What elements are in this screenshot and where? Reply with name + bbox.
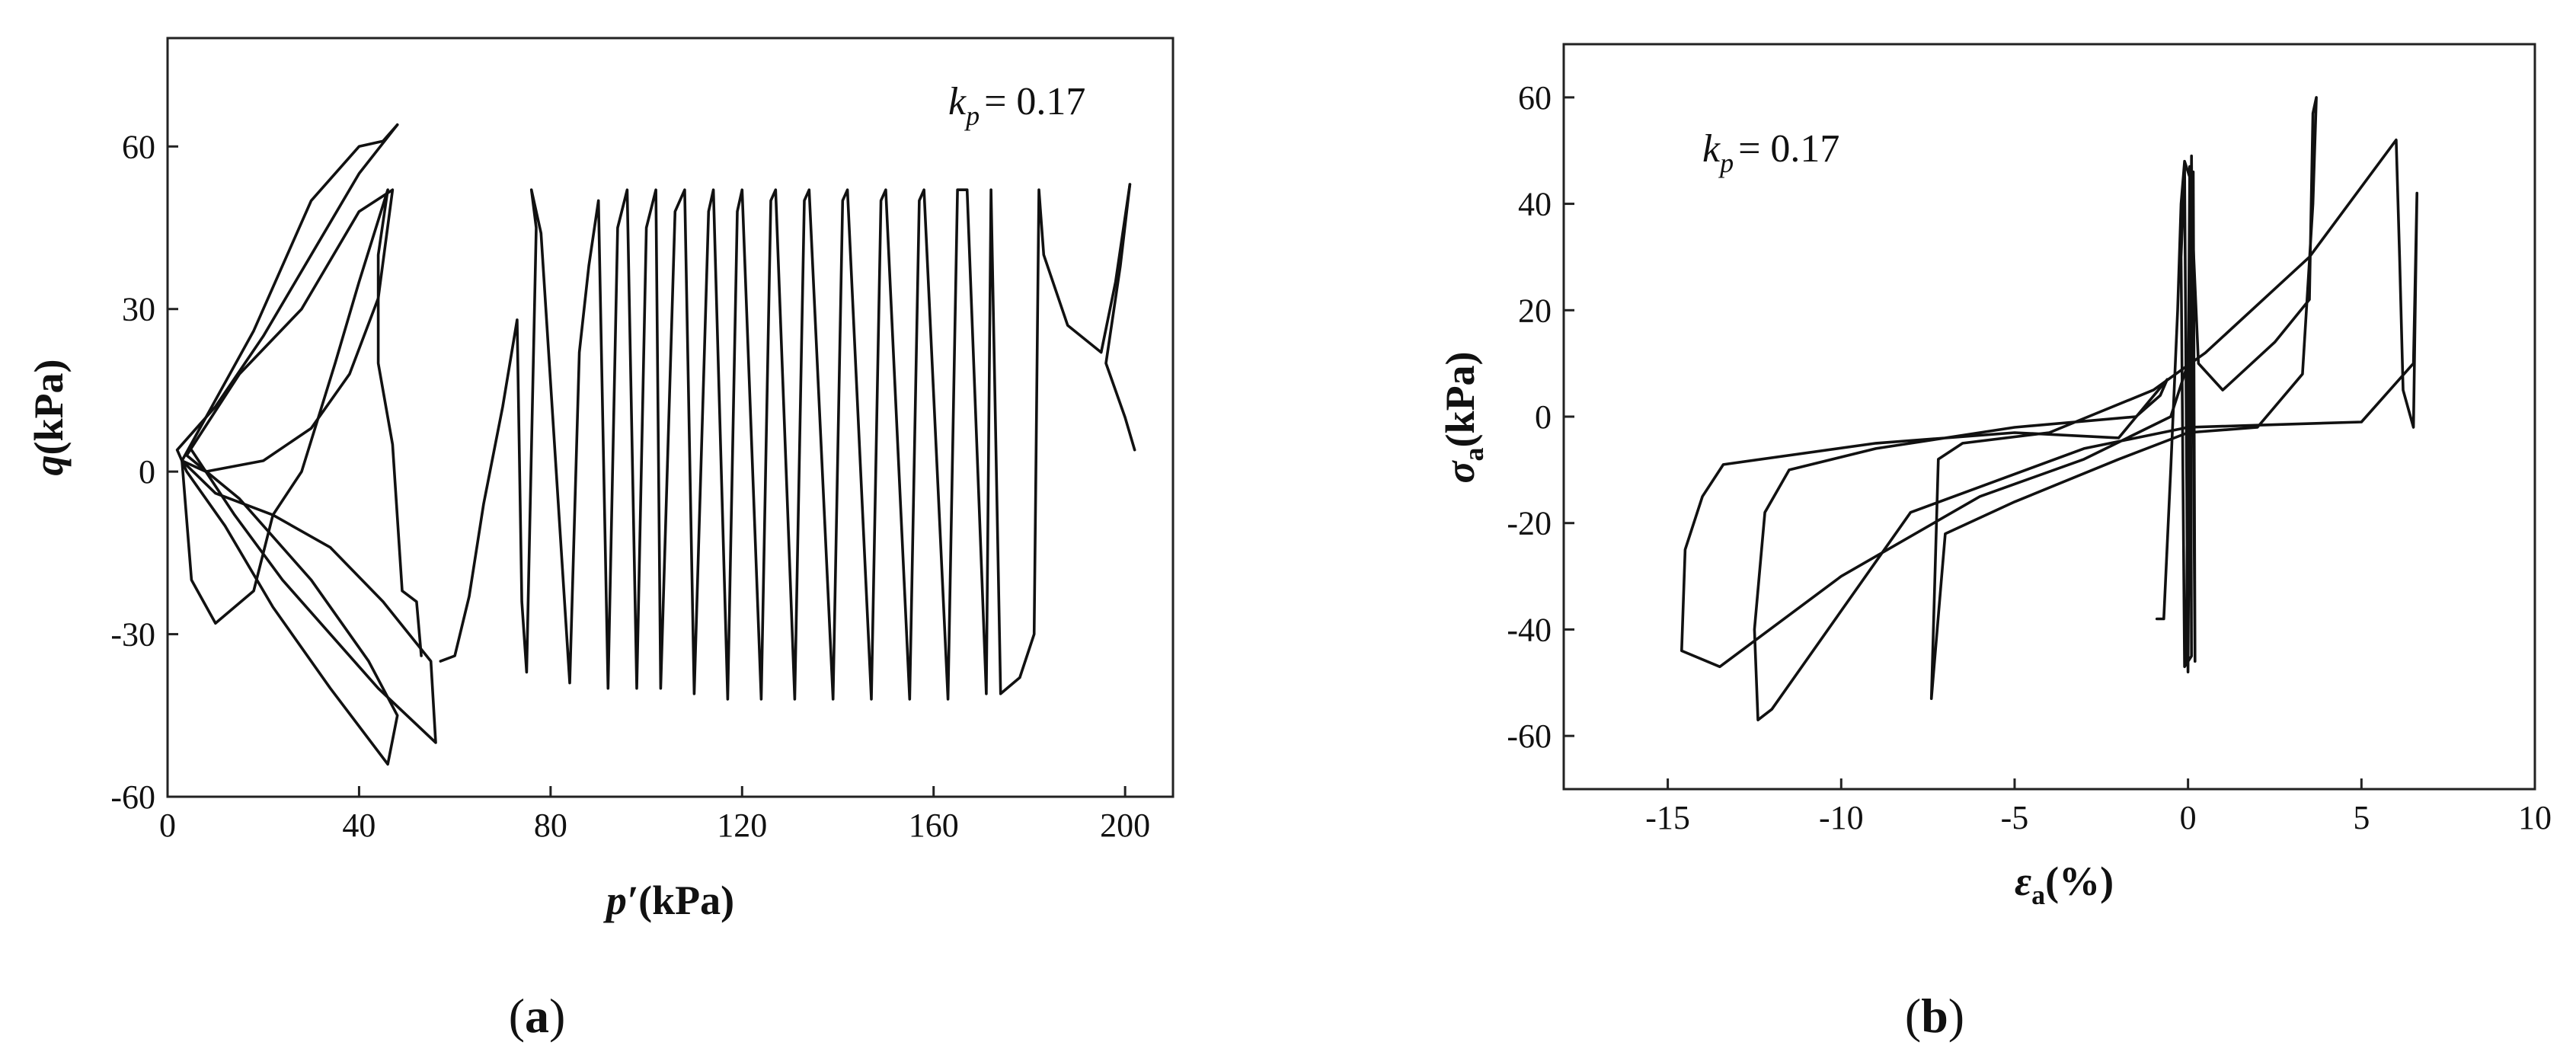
panel-a-series-5-line [181,188,395,473]
panel-a-y-ticks: -60 -30 0 30 60 [110,128,178,816]
panel-a-y-axis-label: q(kPa) [26,360,72,476]
panel-a-plot-frame [166,37,1175,798]
panel-a-x-tick-label: 200 [1100,807,1150,844]
panel-a-series-4-line [175,123,399,766]
panel-b-y-axis-unit: (kPa) [1437,351,1483,447]
panel-b-annotation-symbol: k [1702,127,1721,171]
panel-a-x-tick-label: 0 [159,807,176,844]
panel-a-series-2-line [1104,183,1136,452]
panel-a-series-group [175,123,1136,766]
panel-a-series-3-line [181,123,423,657]
panel-a-y-tick-label: -30 [110,616,155,654]
panel-b-label-letter: b [1921,989,1948,1043]
panel-b-x-axis-label: εa(%) [2015,858,2114,910]
panel-a-label: (a) [509,989,566,1043]
panel-a-annotation: kp = 0.17 [948,80,1085,131]
panel-a-annotation-value: = 0.17 [984,80,1085,123]
panel-b-y-tick-label: -20 [1507,505,1552,542]
panel-b-x-ticks: -15 -10 -5 0 5 10 [1645,778,2552,836]
panel-b-x-tick-label: 0 [2180,799,2197,836]
panel-a-y-axis-symbol: q [26,455,72,475]
panel-b-x-tick-label: -15 [1645,799,1690,836]
panel-a-series-6-line [181,448,437,744]
panel-a-label-letter: a [525,989,549,1043]
panel-b-y-tick-label: 20 [1518,292,1552,329]
panel-b-x-axis-unit: (%) [2045,858,2114,904]
panel-b-y-axis-label: σa(kPa) [1437,351,1489,483]
panel-b-annotation-value: = 0.17 [1738,127,1839,171]
panel-b-annotation-subscript: p [1718,148,1734,178]
panel-b-y-tick-label: 60 [1518,79,1552,117]
panel-b-x-axis-sub: a [2031,880,2045,910]
panel-a-x-tick-label: 160 [909,807,959,844]
panel-a-x-ticks: 0 40 80 120 160 200 [159,786,1150,844]
panel-b-series-2-line [1680,96,2418,721]
panel-b-x-tick-label: 5 [2353,799,2370,836]
panel-b-series-group [1680,96,2418,721]
panel-a-y-axis-unit: (kPa) [26,360,72,455]
panel-b-y-tick-label: 0 [1535,398,1552,436]
panel-b-y-tick-label: 40 [1518,186,1552,223]
panel-b-series-1-line [2155,154,2197,674]
panel-a-y-tick-label: -60 [110,778,155,816]
panel-b-x-axis-symbol: ε [2015,858,2031,904]
panel-b-x-tick-label: -5 [2001,799,2029,836]
panel-b-y-axis-symbol: σ [1437,460,1483,484]
panel-a-x-axis-symbol: p′ [603,877,638,923]
panel-b-label: (b) [1905,989,1964,1043]
panel-a-x-axis-label: p′(kPa) [603,877,734,923]
panel-a-annotation-subscript: p [964,101,980,131]
panel-b-x-tick-label: 10 [2518,799,2552,836]
panel-b-x-tick-label: -10 [1819,799,1864,836]
panel-a-y-tick-label: 0 [139,453,155,491]
panel-a-x-tick-label: 80 [534,807,567,844]
panel-b-chart: -15 -10 -5 0 5 10 -60 -40 -20 0 20 40 60 kp = 0.17 ε… [1437,43,2552,1043]
panel-b-annotation: kp = 0.17 [1702,127,1839,178]
panel-b-y-axis-sub: a [1459,447,1489,461]
panel-b-y-tick-label: -40 [1507,611,1552,648]
panel-a-x-tick-label: 40 [342,807,376,844]
panel-a-annotation-symbol: k [948,80,967,123]
panel-a-y-tick-label: 60 [122,128,155,165]
panel-b-y-ticks: -60 -40 -20 0 20 40 60 [1507,79,1574,755]
panel-a-series-1-line [439,183,1132,701]
panel-b-y-tick-label: -60 [1507,718,1552,755]
panel-a-y-tick-label: 30 [122,291,155,328]
panel-a-x-tick-label: 120 [717,807,767,844]
panel-a-x-axis-unit: (kPa) [638,877,734,923]
